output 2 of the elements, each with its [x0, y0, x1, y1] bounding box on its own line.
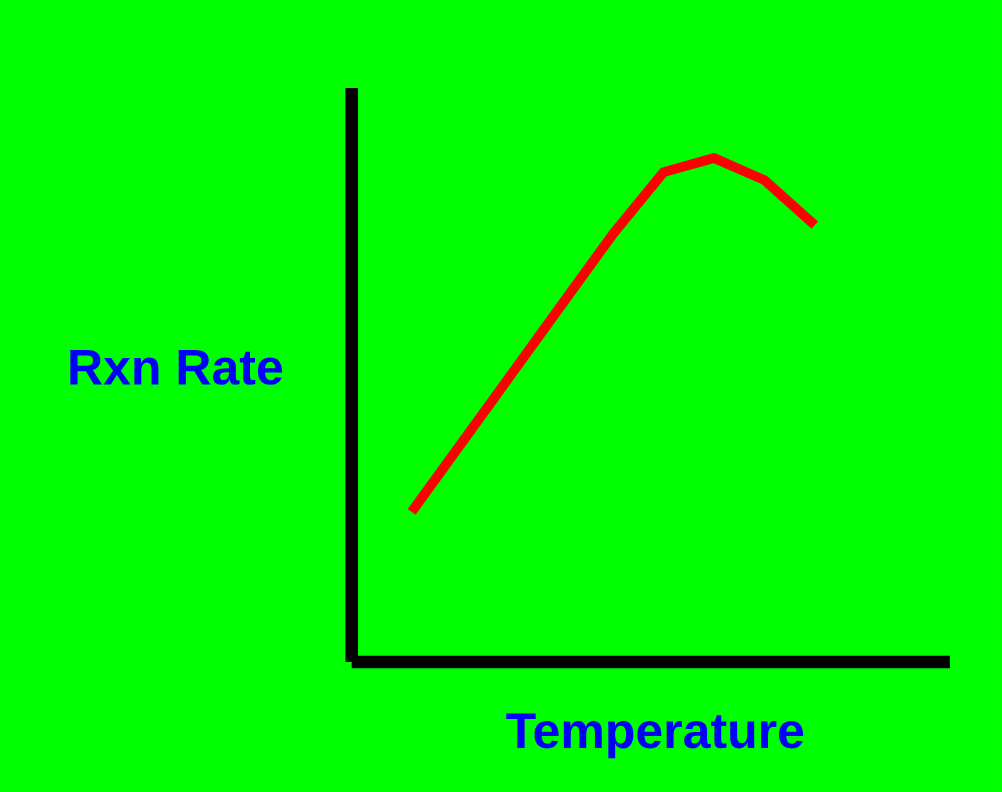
x-axis-title: Temperature: [506, 713, 804, 759]
y-axis-title: Rxn Rate: [70, 349, 283, 385]
